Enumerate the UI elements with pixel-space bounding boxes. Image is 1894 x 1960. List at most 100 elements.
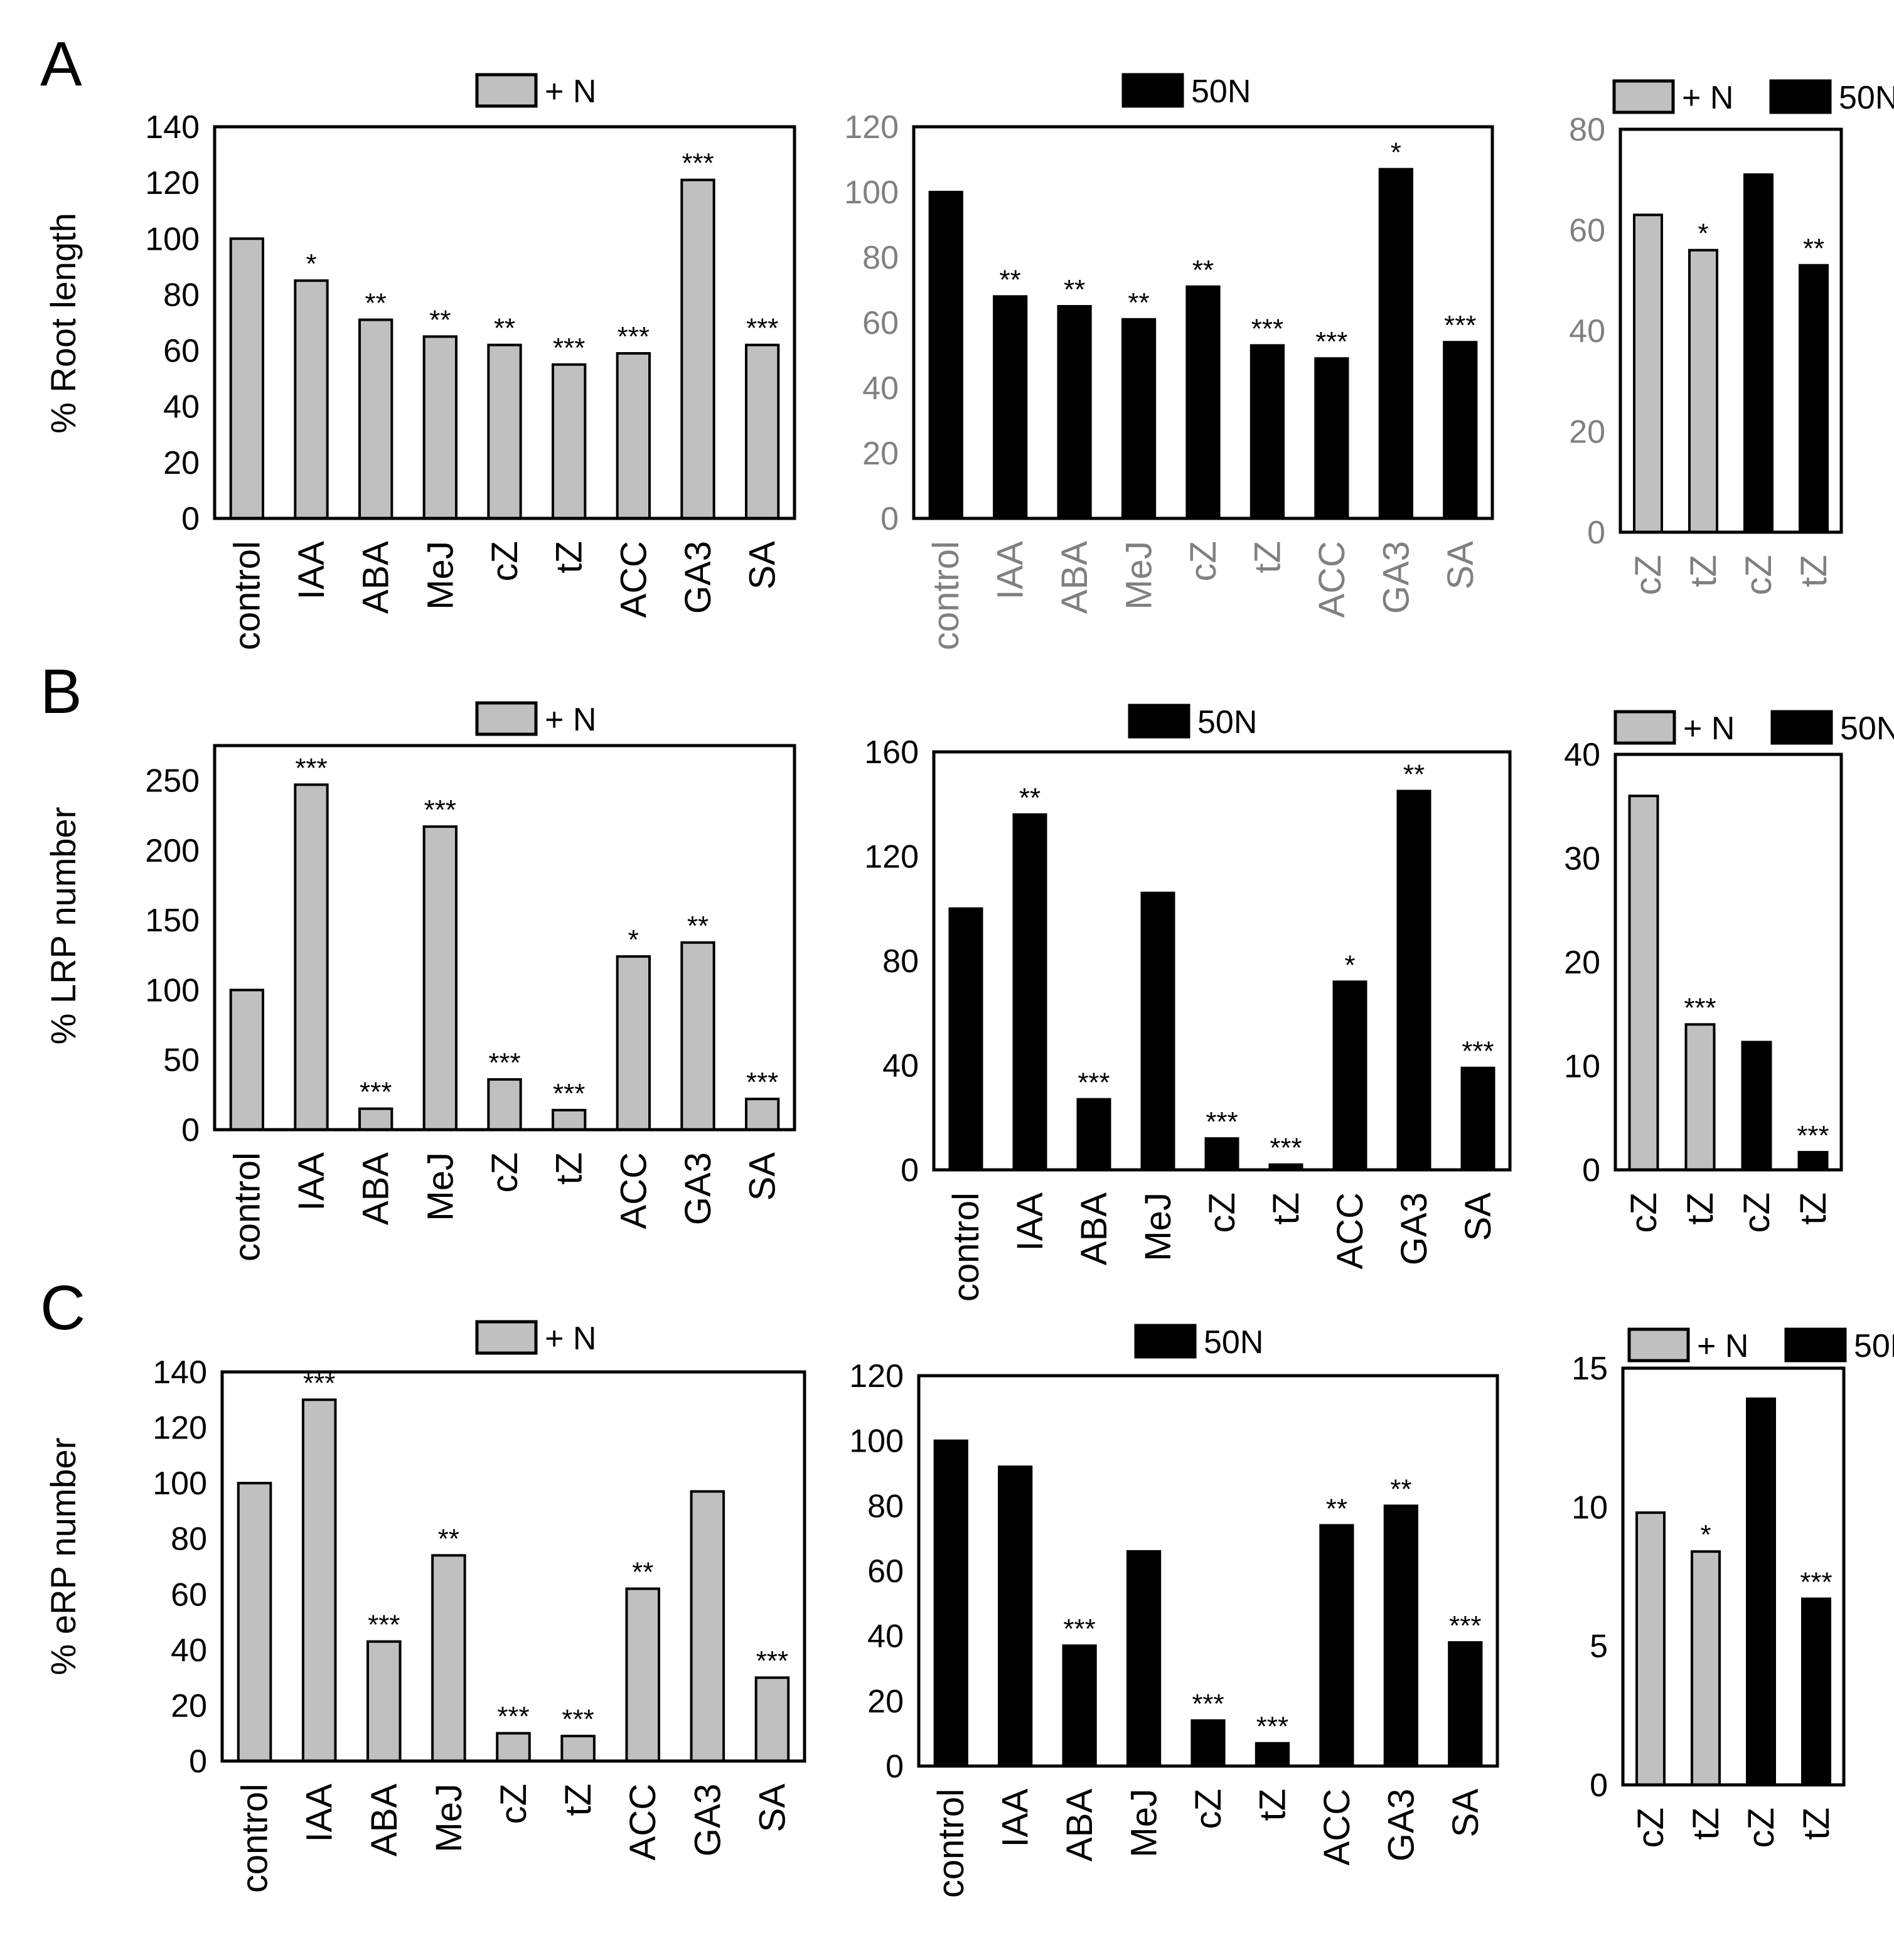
significance-label: *** (1462, 1036, 1494, 1067)
bar-acc-6 (1314, 357, 1349, 520)
bar-acc-6 (1319, 1524, 1354, 1768)
bar-aba-2 (366, 1640, 402, 1763)
category-label: cZ (1188, 1789, 1229, 1829)
y-tick-label: 150 (145, 902, 200, 939)
y-tick-label: 5 (1590, 1629, 1608, 1665)
significance-label: *** (1315, 326, 1347, 357)
category-label: cZ (1741, 1807, 1782, 1848)
y-axis-label: % LRP number (43, 807, 83, 1045)
bar-ga3-7 (1378, 168, 1413, 520)
bar-tz-3 (1801, 1597, 1831, 1786)
bar-ga3-7 (1383, 1504, 1418, 1767)
category-label: control (227, 1152, 267, 1261)
significance-label: ** (1403, 759, 1425, 790)
y-tick-label: 40 (882, 1048, 919, 1084)
significance-label: ** (429, 304, 451, 335)
y-tick-label: 0 (189, 1743, 207, 1780)
y-tick-label: 15 (1571, 1351, 1608, 1387)
category-label: tZ (1683, 555, 1724, 587)
category-label: ABA (1059, 1789, 1100, 1861)
category-label: ACC (613, 1152, 654, 1229)
bar-control-0 (933, 1439, 968, 1768)
bar-ga3-7 (690, 1490, 725, 1762)
bar-sa-8 (1448, 1641, 1483, 1768)
significance-label: *** (1251, 313, 1283, 344)
legend-label: 50N (1197, 704, 1257, 741)
category-label: ACC (623, 1784, 663, 1860)
plot-frame (220, 1370, 806, 1763)
y-tick-label: 50 (163, 1042, 200, 1079)
y-tick-label: 80 (171, 1521, 207, 1558)
category-label: cZ (1624, 1192, 1664, 1233)
plot-frame (932, 750, 1512, 1172)
bar-tz-3 (1797, 1150, 1829, 1171)
category-label: GA3 (678, 1152, 719, 1225)
y-axis-label: % eRP number (43, 1438, 83, 1676)
y-tick-label: 20 (163, 445, 200, 481)
bar-iaa-1 (294, 783, 329, 1131)
y-tick-label: 20 (862, 436, 899, 472)
y-tick-label: 60 (1569, 213, 1605, 249)
legend-swatch (1627, 1327, 1690, 1363)
bar-mej-3 (422, 825, 458, 1132)
y-tick-label: 80 (862, 240, 899, 276)
significance-label: *** (682, 148, 714, 179)
bar-acc-6 (1332, 980, 1367, 1172)
bar-mej-3 (431, 1554, 466, 1762)
y-tick-label: 10 (1564, 1049, 1600, 1085)
bar-control-0 (928, 191, 963, 520)
category-label: IAA (995, 1789, 1036, 1848)
bar-tz-5 (552, 363, 587, 520)
plot-frame (917, 1374, 1499, 1768)
y-tick-label: 20 (171, 1688, 207, 1724)
category-label: tZ (1247, 541, 1288, 574)
category-label: control (227, 541, 267, 650)
legend-swatch (475, 73, 538, 108)
category-label: tZ (1252, 1789, 1293, 1821)
y-tick-label: 120 (864, 839, 919, 876)
legend-label: + N (545, 73, 596, 110)
panel-letter-a: A (40, 29, 82, 99)
category-label: ABA (364, 1784, 405, 1856)
significance-label: *** (1800, 1566, 1832, 1597)
y-tick-label: 20 (1564, 945, 1600, 981)
category-label: cZ (1183, 541, 1224, 581)
chart-C-50N: control IAA *** ABA MeJ *** cZ *** tZ ** ACC ** GA3 *… (849, 1324, 1499, 1898)
category-label: control (946, 1192, 987, 1302)
category-label: cZ (493, 1784, 534, 1824)
legend-label: 50N (1840, 710, 1894, 747)
legend-swatch (1613, 710, 1676, 745)
y-tick-label: 40 (171, 1632, 207, 1669)
significance-label: *** (1444, 310, 1476, 341)
bar-aba-2 (358, 318, 393, 520)
bar-cz-4 (1190, 1719, 1226, 1768)
category-label: cZ (484, 1152, 525, 1192)
bar-mej-3 (422, 335, 458, 520)
y-tick-label: 80 (163, 277, 200, 313)
y-tick-label: 20 (1569, 414, 1605, 451)
bar-aba-2 (1076, 1098, 1111, 1172)
significance-label: *** (1078, 1068, 1110, 1098)
y-tick-label: 80 (882, 943, 919, 980)
category-label: IAA (990, 541, 1031, 600)
bar-tz-1 (1684, 1023, 1716, 1172)
category-label: GA3 (687, 1784, 728, 1856)
y-tick-label: 100 (145, 221, 200, 257)
bar-iaa-1 (294, 279, 329, 520)
panel-letter-c: C (40, 1273, 85, 1343)
category-label: tZ (1793, 1192, 1834, 1225)
significance-label: *** (1063, 1614, 1095, 1644)
y-tick-label: 20 (867, 1683, 904, 1720)
bar-control-0 (237, 1482, 272, 1762)
significance-label: *** (1684, 992, 1716, 1023)
category-label: tZ (549, 1152, 590, 1185)
bar-cz-0 (1635, 1511, 1666, 1787)
bar-iaa-1 (998, 1465, 1033, 1767)
legend-label: 50N (1839, 80, 1894, 116)
significance-label: * (1391, 137, 1401, 168)
y-tick-label: 140 (152, 1354, 207, 1391)
bar-ga3-7 (1396, 790, 1431, 1171)
category-label: cZ (1202, 1192, 1243, 1233)
category-label: SA (742, 1152, 783, 1201)
bar-acc-6 (616, 955, 651, 1131)
